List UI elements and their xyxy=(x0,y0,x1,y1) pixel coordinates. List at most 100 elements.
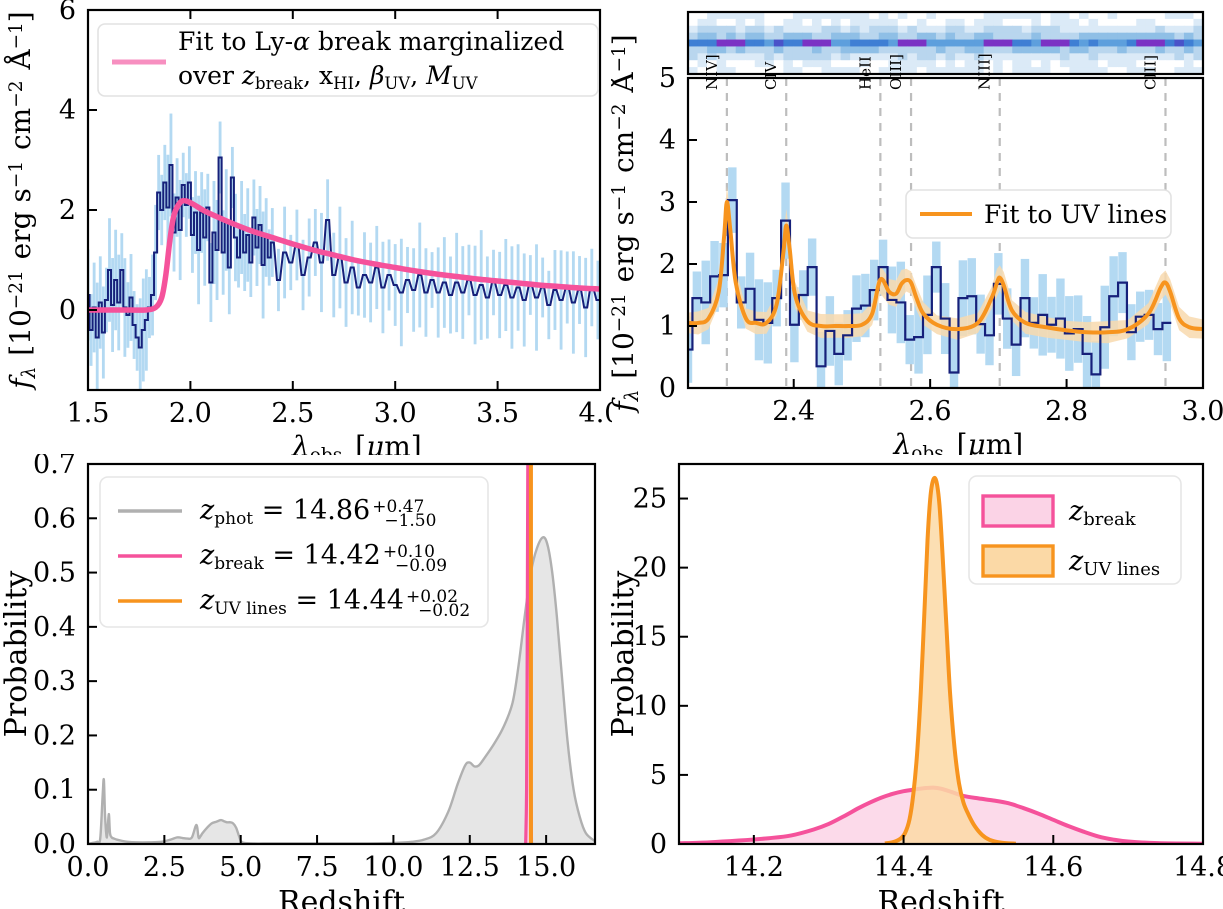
heatmap-cell xyxy=(783,25,794,34)
heatmap-cell xyxy=(773,18,784,27)
plot-area xyxy=(679,475,1203,844)
heatmap-cell xyxy=(993,46,1004,54)
heatmap-cell xyxy=(897,25,908,34)
heatmap-cell xyxy=(859,46,870,54)
legend-label-zbreak: zbreak xyxy=(1068,496,1137,530)
zphot-pdf-fill xyxy=(88,537,595,844)
heatmap-cell xyxy=(1136,12,1147,20)
x-axis-label: λobs [μm] xyxy=(893,428,1024,455)
heatmap-cell xyxy=(1031,60,1042,68)
heatmap-cell xyxy=(821,18,832,27)
heatmap-cell xyxy=(878,39,889,48)
heatmap-cell xyxy=(1021,39,1032,48)
heatmap-cell xyxy=(1155,32,1166,41)
uv-lines-fit-line xyxy=(688,199,1203,335)
heatmap-cell xyxy=(1183,67,1195,75)
heatmap-cell xyxy=(983,39,994,48)
heatmap-cell xyxy=(974,53,985,61)
heatmap-cell xyxy=(897,12,908,20)
heatmap-cell xyxy=(1183,60,1195,68)
axes-frame-bl xyxy=(86,462,597,846)
heatmap-cell xyxy=(821,25,832,34)
heatmap-cell xyxy=(697,25,708,34)
heatmap-cell xyxy=(983,53,994,61)
heatmap-cell xyxy=(783,67,794,75)
heatmap-cell xyxy=(878,46,889,54)
heatmap-cell xyxy=(1079,67,1090,75)
heatmap-cell xyxy=(1164,60,1175,68)
heatmap-cell xyxy=(811,39,823,48)
heatmap-cell xyxy=(935,12,947,20)
heatmap-cell xyxy=(1126,18,1137,27)
heatmap-cell xyxy=(764,60,775,68)
heatmap-cell xyxy=(974,32,985,41)
x-tick-label-4: 10.0 xyxy=(363,852,423,883)
heatmap-cell xyxy=(1107,46,1118,54)
heatmap-cell xyxy=(1183,53,1195,61)
heatmap-cell xyxy=(859,60,870,68)
heatmap-cell xyxy=(1088,39,1099,48)
heatmap-cell xyxy=(926,18,937,27)
heatmap-cell xyxy=(1040,32,1052,41)
heatmap-cell xyxy=(850,18,861,27)
x-axis-label: Redshift xyxy=(278,885,405,909)
heatmap-cell xyxy=(1069,32,1080,41)
heatmap-cell xyxy=(974,60,985,68)
heatmap-cell xyxy=(1059,46,1071,54)
heatmap-cell xyxy=(926,32,937,41)
heatmap-cell xyxy=(926,67,937,75)
heatmap-cell xyxy=(1088,32,1099,41)
heatmap-cell xyxy=(964,25,975,34)
heatmap-cell xyxy=(878,32,889,41)
heatmap-cell xyxy=(1002,32,1013,41)
panel-uv-lines: NIV] CIV HeII OIII] NIII] CIII] 2.4 2.6 2.8 3.0 0 1… xyxy=(611,0,1223,455)
heatmap-cell xyxy=(831,46,842,54)
plot-area xyxy=(88,464,595,844)
heatmap-cell xyxy=(1164,32,1175,41)
heatmap-cell xyxy=(850,67,861,75)
heatmap-cell xyxy=(869,18,880,27)
heatmap-cell xyxy=(1136,46,1147,54)
y-tick-label-5: 5 xyxy=(659,63,676,94)
plot-area xyxy=(688,78,1203,388)
y-axis-label: Probability xyxy=(611,571,641,738)
heatmap-cell xyxy=(1126,46,1137,54)
heatmap-cell xyxy=(1088,67,1099,75)
heatmap-cell xyxy=(726,46,737,54)
x-tick-label-3: 14.8 xyxy=(1173,852,1223,883)
heatmap-cell xyxy=(802,53,813,61)
heatmap-cell xyxy=(1193,12,1204,20)
heatmap-cell xyxy=(764,67,775,75)
heatmap-cell xyxy=(821,60,832,68)
heatmap-cell xyxy=(1183,18,1195,27)
y-tick-label-4: 20 xyxy=(633,553,667,584)
heatmap-cell xyxy=(1040,39,1052,48)
heatmap-cell xyxy=(707,67,718,75)
heatmap-cell xyxy=(974,18,985,27)
heatmap-cell xyxy=(716,18,727,27)
heatmap-cell xyxy=(869,53,880,61)
heatmap-cell xyxy=(1136,53,1147,61)
x-tick-label-1: 2.6 xyxy=(909,396,952,427)
heatmap-cell xyxy=(764,12,775,20)
y-tick-label-0: 0 xyxy=(59,295,76,326)
heatmap-cell xyxy=(811,53,823,61)
heatmap-cell xyxy=(888,12,899,20)
heatmap-cell xyxy=(783,18,794,27)
heatmap-cell xyxy=(1002,60,1013,68)
heatmap-cell xyxy=(1088,60,1099,68)
x-tick-label-2: 2.5 xyxy=(271,398,314,429)
heatmap-cell xyxy=(688,32,699,41)
heatmap-cell xyxy=(1126,12,1137,20)
heatmap-cell xyxy=(964,39,975,48)
heatmap-cell xyxy=(811,67,823,75)
error-bar xyxy=(816,331,826,388)
heatmap-cell xyxy=(821,46,832,54)
heatmap-cell xyxy=(764,53,775,61)
heatmap-cell xyxy=(1050,53,1061,61)
heatmap-cell xyxy=(983,46,994,54)
heatmap-cell xyxy=(1002,46,1013,54)
heatmap-cell xyxy=(697,67,708,75)
heatmap-cell xyxy=(907,25,918,34)
heatmap-cell xyxy=(964,53,975,61)
